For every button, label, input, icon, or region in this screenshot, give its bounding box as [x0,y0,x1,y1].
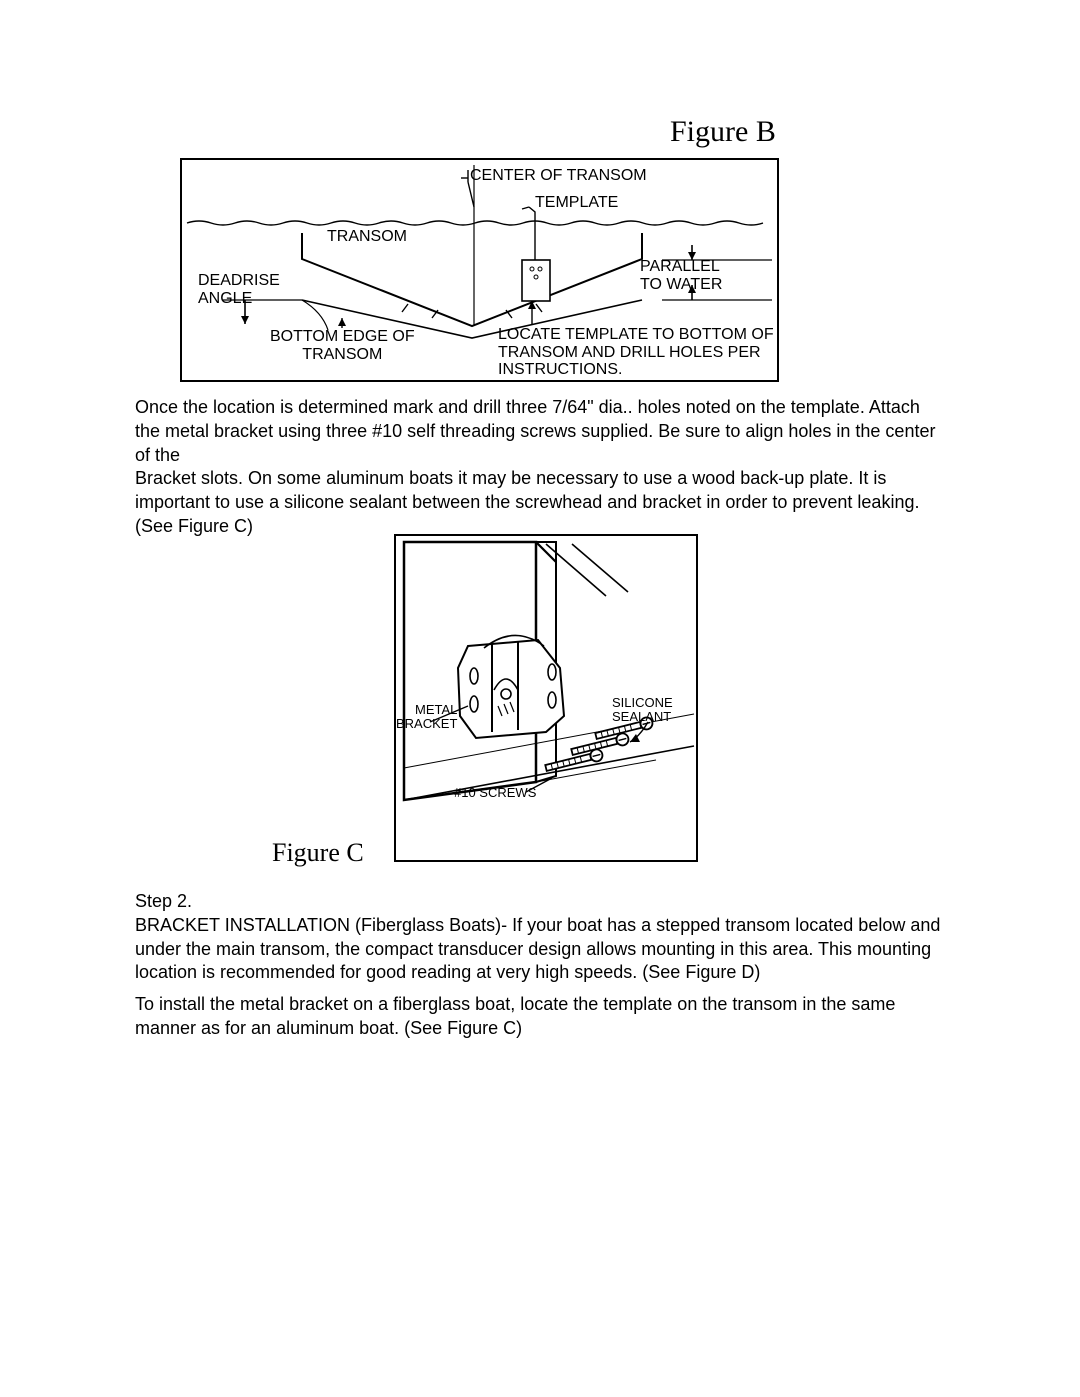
figure-b-label-parallel: PARALLEL TO WATER [640,258,722,293]
figure-c-label-screws: #10 SCREWS [454,786,536,800]
figure-b-label-deadrise: DEADRISE ANGLE [198,272,280,307]
figure-c-label-bracket: METAL BRACKET [396,703,457,732]
figure-b-title: Figure B [670,115,776,149]
figure-b-label-center: CENTER OF TRANSOM [470,167,647,185]
figure-b-label-transom: TRANSOM [327,228,407,246]
figure-c-title: Figure C [272,838,364,868]
paragraph-1: Once the location is determined mark and… [135,396,945,539]
figure-c-label-sealant: SILICONE SEALANT [612,696,673,725]
figure-b-label-locate: LOCATE TEMPLATE TO BOTTOM OF TRANSOM AND… [498,326,774,379]
paragraph-2: Step 2. BRACKET INSTALLATION (Fiberglass… [135,890,945,985]
page: Figure B [0,0,1080,1397]
figure-b-label-template: TEMPLATE [535,194,618,212]
figure-b-label-bottom-edge: BOTTOM EDGE OF TRANSOM [270,328,415,363]
paragraph-3: To install the metal bracket on a fiberg… [135,993,945,1041]
